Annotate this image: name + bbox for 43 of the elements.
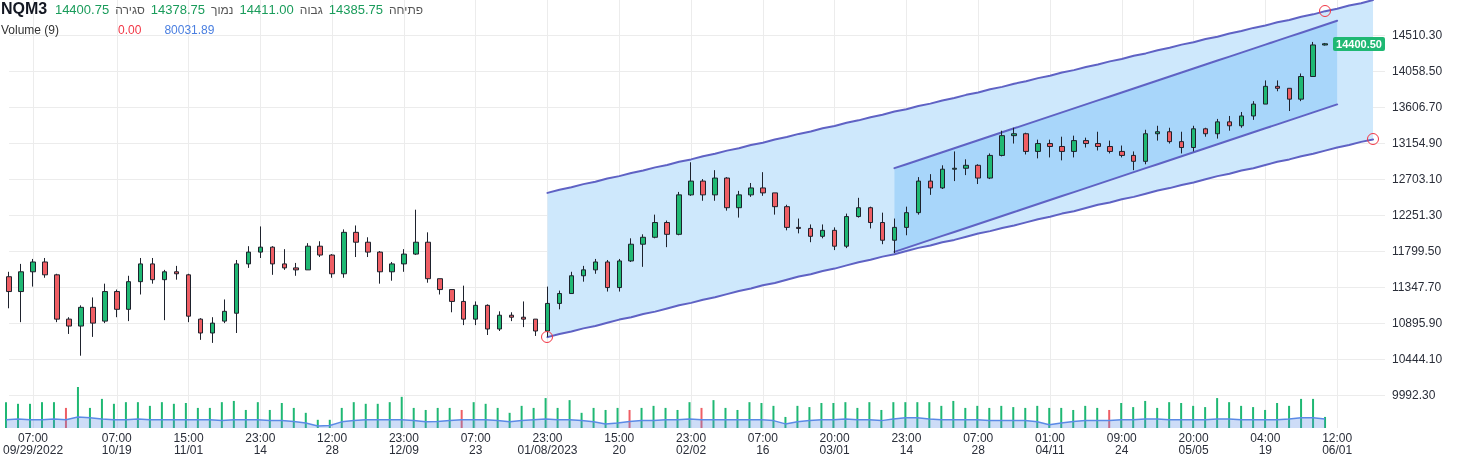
x-tick-label: 20:00 03/01 bbox=[819, 431, 850, 456]
y-tick-label: 11799.50 bbox=[1392, 244, 1442, 259]
annotation: גבוה bbox=[299, 3, 323, 17]
y-tick-label: 11347.70 bbox=[1392, 280, 1442, 295]
x-tick-label: 15:00 11/01 bbox=[173, 431, 204, 456]
y-tick-label: 12703.10 bbox=[1392, 172, 1443, 187]
x-tick-label: 23:00 01/08/2023 bbox=[517, 431, 578, 456]
x-tick-label: 07:00 28 bbox=[963, 431, 994, 456]
x-tick-label: 12:00 06/01 bbox=[1322, 431, 1353, 456]
y-tick-label: 13606.70 bbox=[1392, 100, 1443, 115]
x-tick-label: 07:00 23 bbox=[460, 431, 492, 456]
annotation: 80031.89 bbox=[164, 23, 215, 37]
y-tick-label: 14510.30 bbox=[1392, 28, 1443, 43]
x-tick-label: 07:00 09/29/2022 bbox=[3, 431, 64, 456]
chart-title: NQM3 bbox=[1, 0, 48, 18]
x-tick-label: 01:00 04/11 bbox=[1034, 431, 1066, 456]
x-tick-label: 09:00 24 bbox=[1106, 431, 1138, 456]
annotation: 14400.50 bbox=[1333, 36, 1385, 51]
annotation: 14400.75 bbox=[54, 2, 110, 17]
annotation: 0.00 bbox=[118, 23, 142, 37]
x-tick-label: 04:00 19 bbox=[1250, 431, 1281, 456]
chart-title: Volume (9) bbox=[1, 23, 60, 37]
x-tick-label: 23:00 14 bbox=[891, 431, 922, 456]
y-tick-label: 13154.90 bbox=[1392, 136, 1443, 151]
x-tick-label: 15:00 20 bbox=[604, 431, 635, 456]
annotation: נמוך bbox=[211, 3, 234, 17]
y-tick-label: 12251.30 bbox=[1392, 208, 1443, 223]
x-tick-label: 07:00 16 bbox=[747, 431, 779, 456]
y-tick-label: 10444.10 bbox=[1392, 352, 1443, 367]
x-tick-label: 12:00 28 bbox=[317, 431, 348, 456]
x-tick-label: 23:00 14 bbox=[245, 431, 276, 456]
x-tick-label: 07:00 10/19 bbox=[101, 431, 133, 456]
y-tick-label: 14058.50 bbox=[1392, 64, 1443, 79]
annotation: 14378.75 bbox=[150, 2, 206, 17]
annotation: 14385.75 bbox=[328, 2, 383, 17]
x-tick-label: 23:00 12/09 bbox=[388, 431, 420, 456]
y-tick-label: 10895.90 bbox=[1392, 316, 1443, 331]
annotation: סגירה bbox=[115, 3, 145, 17]
y-tick-label: 9992.30 bbox=[1392, 388, 1436, 403]
x-tick-label: 23:00 02/02 bbox=[676, 431, 707, 456]
annotation: פתיחה bbox=[389, 3, 423, 17]
x-tick-label: 20:00 05/05 bbox=[1178, 431, 1209, 456]
annotation: 14411.00 bbox=[239, 2, 294, 17]
